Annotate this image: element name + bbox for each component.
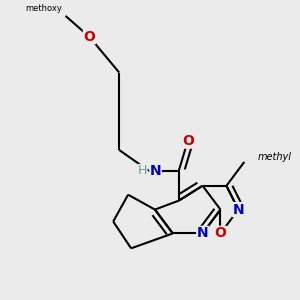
Text: N: N	[197, 226, 208, 240]
Text: O: O	[83, 30, 95, 44]
Text: O: O	[214, 226, 226, 240]
Text: N: N	[232, 202, 244, 217]
Text: methyl: methyl	[258, 152, 292, 162]
Text: H: H	[138, 164, 147, 177]
Text: N: N	[150, 164, 161, 178]
Text: O: O	[182, 134, 194, 148]
Text: methoxy: methoxy	[26, 4, 63, 13]
